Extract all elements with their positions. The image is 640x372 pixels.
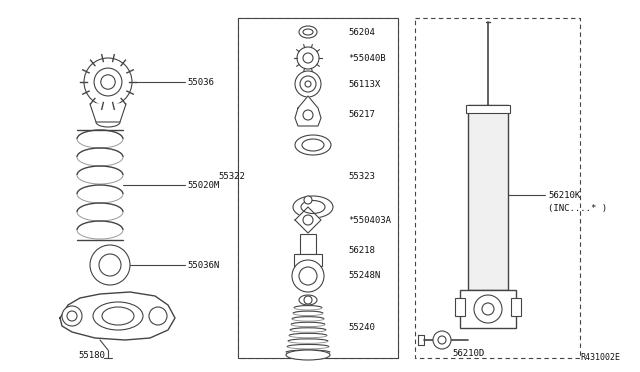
Polygon shape bbox=[295, 96, 321, 126]
Text: 55322: 55322 bbox=[218, 171, 245, 180]
Text: 55240: 55240 bbox=[348, 323, 375, 331]
Text: 56210D: 56210D bbox=[452, 350, 484, 359]
Ellipse shape bbox=[293, 196, 333, 218]
Ellipse shape bbox=[299, 26, 317, 38]
Polygon shape bbox=[60, 292, 175, 340]
Ellipse shape bbox=[102, 307, 134, 325]
Ellipse shape bbox=[303, 29, 313, 35]
Text: 55248N: 55248N bbox=[348, 272, 380, 280]
Bar bbox=[415, 18, 580, 358]
Circle shape bbox=[482, 303, 494, 315]
Text: *550403A: *550403A bbox=[348, 215, 391, 224]
Circle shape bbox=[304, 196, 312, 204]
Bar bbox=[466, 105, 510, 113]
Ellipse shape bbox=[286, 350, 330, 360]
Circle shape bbox=[101, 75, 115, 89]
Circle shape bbox=[67, 311, 77, 321]
Ellipse shape bbox=[93, 302, 143, 330]
Circle shape bbox=[433, 331, 451, 349]
Circle shape bbox=[292, 260, 324, 292]
Circle shape bbox=[94, 68, 122, 96]
Bar bbox=[294, 254, 322, 266]
Circle shape bbox=[300, 76, 316, 92]
Polygon shape bbox=[90, 104, 126, 122]
Bar bbox=[238, 18, 398, 358]
Circle shape bbox=[303, 110, 313, 120]
Circle shape bbox=[299, 267, 317, 285]
Circle shape bbox=[305, 81, 311, 87]
Text: 55020M: 55020M bbox=[187, 180, 220, 189]
Text: (INC....* ): (INC....* ) bbox=[548, 203, 607, 212]
Circle shape bbox=[303, 215, 313, 225]
Text: 55323: 55323 bbox=[348, 171, 375, 180]
Text: 56210K: 56210K bbox=[548, 190, 580, 199]
Ellipse shape bbox=[299, 295, 317, 305]
Text: 56218: 56218 bbox=[348, 246, 375, 254]
Circle shape bbox=[149, 307, 167, 325]
Circle shape bbox=[304, 296, 312, 304]
Text: 55036: 55036 bbox=[187, 77, 214, 87]
Polygon shape bbox=[295, 207, 321, 233]
Circle shape bbox=[99, 254, 121, 276]
Circle shape bbox=[303, 53, 313, 63]
Bar bbox=[468, 105, 508, 290]
Ellipse shape bbox=[302, 139, 324, 151]
Ellipse shape bbox=[301, 201, 325, 214]
Text: 56217: 56217 bbox=[348, 109, 375, 119]
Text: 56204: 56204 bbox=[348, 28, 375, 36]
Bar bbox=[511, 298, 521, 316]
Polygon shape bbox=[418, 335, 424, 345]
Bar bbox=[300, 234, 316, 254]
Text: 55180: 55180 bbox=[78, 350, 105, 359]
Circle shape bbox=[297, 47, 319, 69]
Bar bbox=[238, 18, 398, 358]
Bar bbox=[455, 298, 465, 316]
Text: R431002E: R431002E bbox=[580, 353, 620, 362]
Circle shape bbox=[438, 336, 446, 344]
Circle shape bbox=[295, 71, 321, 97]
Circle shape bbox=[84, 58, 132, 106]
Circle shape bbox=[474, 295, 502, 323]
Bar bbox=[460, 290, 516, 328]
Ellipse shape bbox=[295, 135, 331, 155]
Text: 55036N: 55036N bbox=[187, 260, 220, 269]
Text: *55040B: *55040B bbox=[348, 54, 386, 62]
Circle shape bbox=[62, 306, 82, 326]
Text: 56113X: 56113X bbox=[348, 80, 380, 89]
Circle shape bbox=[90, 245, 130, 285]
